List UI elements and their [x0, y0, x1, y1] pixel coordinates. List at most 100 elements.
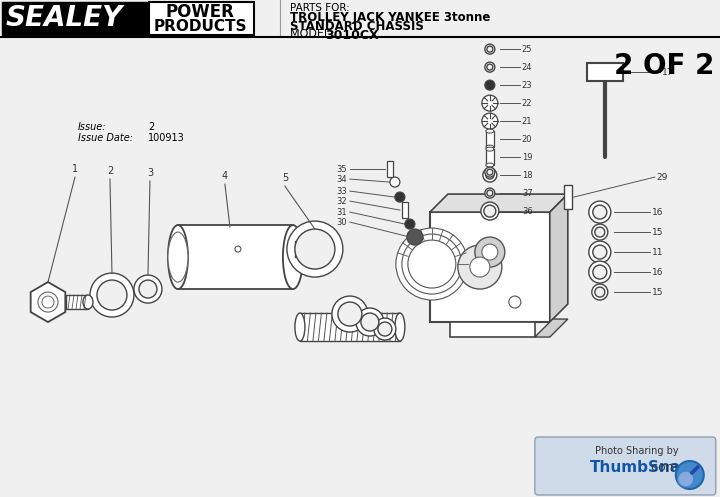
Ellipse shape	[168, 225, 188, 289]
Circle shape	[374, 318, 396, 340]
Circle shape	[482, 95, 498, 111]
Circle shape	[483, 168, 497, 182]
Circle shape	[395, 192, 405, 202]
Ellipse shape	[486, 147, 494, 151]
Circle shape	[390, 177, 400, 187]
Circle shape	[287, 221, 343, 277]
Ellipse shape	[295, 313, 305, 341]
Circle shape	[487, 169, 493, 175]
Text: 32: 32	[336, 197, 347, 206]
Text: 24: 24	[522, 63, 532, 72]
Circle shape	[485, 188, 495, 198]
Text: 19: 19	[522, 153, 532, 162]
Circle shape	[470, 257, 490, 277]
Circle shape	[90, 273, 134, 317]
Circle shape	[487, 46, 493, 52]
Text: 15: 15	[652, 288, 663, 297]
Circle shape	[38, 292, 58, 312]
Circle shape	[482, 244, 498, 260]
Text: 100913: 100913	[148, 133, 185, 143]
Text: 3010CX: 3010CX	[325, 29, 379, 42]
Text: 2: 2	[107, 166, 113, 176]
Bar	[430, 212, 550, 322]
Circle shape	[485, 62, 495, 72]
Circle shape	[408, 240, 456, 288]
Circle shape	[593, 205, 607, 219]
Text: 25: 25	[522, 45, 532, 54]
Text: 1: 1	[72, 164, 78, 174]
Text: 21: 21	[522, 117, 532, 126]
FancyBboxPatch shape	[535, 437, 716, 495]
Text: PARTS FOR:: PARTS FOR:	[290, 3, 350, 13]
Circle shape	[509, 296, 521, 308]
Ellipse shape	[486, 163, 494, 167]
Text: 5: 5	[282, 173, 288, 183]
Circle shape	[361, 313, 379, 331]
Text: 35: 35	[336, 165, 347, 173]
Circle shape	[482, 113, 498, 129]
Circle shape	[678, 471, 694, 487]
Circle shape	[405, 219, 415, 229]
Text: 3: 3	[147, 168, 153, 178]
Circle shape	[235, 246, 241, 252]
Text: 11: 11	[652, 248, 663, 256]
Bar	[450, 322, 535, 337]
Text: 4: 4	[222, 171, 228, 181]
Text: 34: 34	[336, 174, 347, 183]
Text: 30: 30	[336, 218, 347, 227]
Text: 36: 36	[522, 207, 533, 216]
Ellipse shape	[486, 145, 494, 149]
Text: Issue:: Issue:	[78, 122, 107, 132]
Text: STANDARD CHASSIS: STANDARD CHASSIS	[290, 20, 424, 33]
Text: ThumbSnap: ThumbSnap	[590, 460, 692, 475]
Ellipse shape	[83, 295, 93, 309]
Circle shape	[487, 190, 493, 196]
Circle shape	[485, 44, 495, 54]
Circle shape	[396, 228, 468, 300]
Ellipse shape	[283, 225, 303, 289]
Circle shape	[487, 64, 493, 70]
Text: 15: 15	[652, 228, 663, 237]
Text: .com: .com	[648, 461, 678, 474]
Circle shape	[589, 201, 611, 223]
Bar	[564, 185, 572, 209]
Circle shape	[595, 227, 605, 237]
Bar	[178, 225, 293, 289]
Circle shape	[475, 237, 505, 267]
Circle shape	[592, 224, 608, 240]
Circle shape	[295, 229, 335, 269]
Text: SEALEY: SEALEY	[6, 4, 123, 32]
Bar	[2, 2, 147, 35]
Text: 2 OF 2: 2 OF 2	[614, 52, 715, 80]
Text: 31: 31	[336, 208, 347, 217]
Text: 23: 23	[522, 81, 533, 89]
Ellipse shape	[168, 232, 188, 282]
Ellipse shape	[395, 313, 405, 341]
Text: 16: 16	[652, 208, 663, 217]
Bar	[587, 63, 623, 81]
Polygon shape	[31, 282, 66, 322]
Circle shape	[481, 202, 499, 220]
Circle shape	[134, 275, 162, 303]
Bar	[149, 2, 254, 35]
Text: MODEL:: MODEL:	[290, 29, 337, 39]
Bar	[486, 131, 494, 147]
Text: Issue Date:: Issue Date:	[78, 133, 133, 143]
Circle shape	[402, 234, 462, 294]
Circle shape	[484, 205, 496, 217]
Polygon shape	[535, 319, 568, 337]
Circle shape	[589, 261, 611, 283]
Circle shape	[332, 296, 368, 332]
Text: 17: 17	[662, 68, 673, 77]
Circle shape	[593, 265, 607, 279]
Text: 29: 29	[657, 172, 668, 181]
Circle shape	[593, 245, 607, 259]
Circle shape	[485, 80, 495, 90]
Text: PRODUCTS: PRODUCTS	[153, 19, 247, 34]
Circle shape	[42, 296, 54, 308]
Circle shape	[356, 308, 384, 336]
Circle shape	[338, 302, 362, 326]
Circle shape	[407, 229, 423, 245]
Text: 20: 20	[522, 135, 532, 144]
Bar	[387, 161, 393, 177]
